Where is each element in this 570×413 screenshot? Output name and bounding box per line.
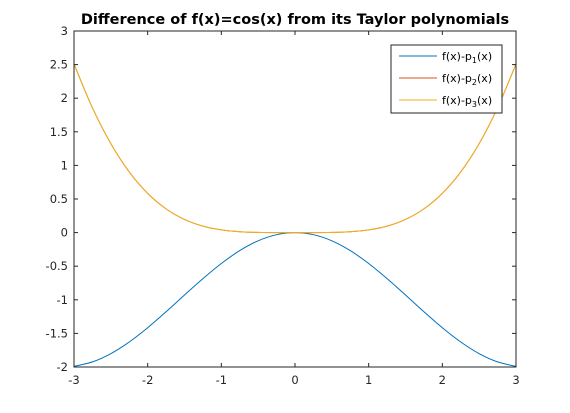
series-layer	[73, 63, 517, 367]
x-tick-label: 1	[365, 373, 372, 387]
y-tick-label: 0.5	[50, 192, 68, 206]
y-tick-label: 2.5	[50, 58, 68, 72]
x-tick-label: 2	[439, 373, 446, 387]
axes-layer: -3 -2 -1 0 1 2 3-2-1.5-1-0.500.511.522.53	[46, 24, 520, 387]
legend-label-1: f(x)-p1(x)	[442, 50, 492, 65]
y-tick-label: 2	[61, 91, 68, 105]
y-tick-label: 1	[61, 158, 68, 172]
y-tick-label: -1	[57, 293, 68, 307]
x-tick-label: 3	[512, 373, 519, 387]
x-tick-label: 0	[291, 373, 298, 387]
x-tick-label: -3	[68, 373, 79, 387]
y-tick-label: 1.5	[50, 125, 68, 139]
y-tick-label: -0.5	[46, 259, 68, 273]
y-tick-label: -1.5	[46, 326, 68, 340]
x-tick-label: -2	[142, 373, 153, 387]
y-tick-label: 0	[61, 226, 68, 240]
y-tick-label: 3	[61, 24, 68, 38]
series-line-3	[73, 63, 517, 234]
chart-title: Difference of f(x)=cos(x) from its Taylo…	[81, 12, 509, 28]
legend-label-3: f(x)-p3(x)	[442, 94, 492, 109]
legend-label-2: f(x)-p2(x)	[442, 72, 492, 87]
x-tick-label: -1	[216, 373, 227, 387]
y-tick-label: -2	[57, 360, 68, 374]
legend: f(x)-p1(x) f(x)-p2(x) f(x)-p3(x)	[390, 44, 503, 114]
